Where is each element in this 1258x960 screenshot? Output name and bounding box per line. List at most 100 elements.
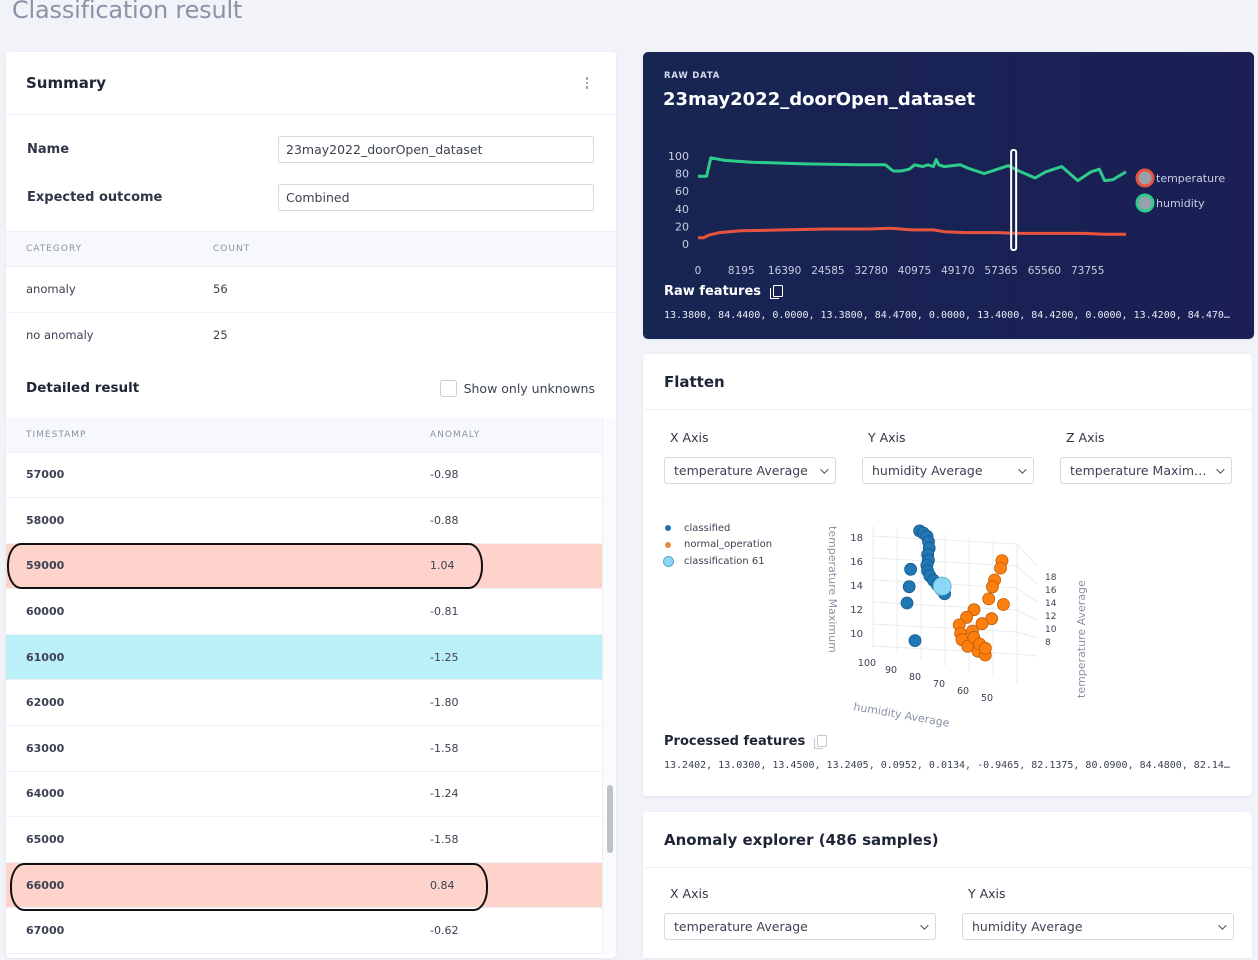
x-axis-selector: X Axis temperature Average bbox=[664, 430, 836, 484]
z-axis-label: Z Axis bbox=[1066, 430, 1105, 445]
legend-item-normal-operation[interactable]: normal_operation bbox=[663, 537, 772, 554]
explorer-y-axis-select[interactable]: humidity Average bbox=[962, 913, 1234, 940]
x-tick-label: 24585 bbox=[811, 265, 844, 277]
scatter-point-normal_operation[interactable] bbox=[994, 561, 1007, 575]
result-timestamp: 61000 bbox=[6, 634, 402, 681]
result-row[interactable]: 59000 1.04 bbox=[6, 543, 602, 590]
x-tick-label: 40975 bbox=[898, 265, 931, 277]
legend-marker-humidity[interactable] bbox=[1135, 193, 1155, 213]
name-row: Name 23may2022_doorOpen_dataset bbox=[6, 125, 616, 173]
y-tick-label: 90 bbox=[885, 665, 897, 676]
category-header: CATEGORY bbox=[6, 232, 213, 267]
scatter-point-normal_operation[interactable] bbox=[975, 617, 989, 631]
name-field[interactable]: 23may2022_doorOpen_dataset bbox=[278, 135, 594, 163]
raw-features-values: 13.3800, 84.4400, 0.0000, 13.3800, 84.47… bbox=[664, 310, 1232, 321]
explorer-x-axis-select[interactable]: temperature Average bbox=[664, 913, 936, 940]
result-timestamp: 59000 bbox=[6, 543, 402, 590]
result-row[interactable]: 65000 -1.58 bbox=[6, 816, 602, 863]
result-anomaly-score: -1.80 bbox=[402, 679, 602, 727]
scatter-3d-chart[interactable]: 18 16 14 12 10 100 90 80 70 60 50 18 16 14 12 10 8 temper… bbox=[823, 514, 1123, 729]
legend-label-humidity[interactable]: humidity bbox=[1156, 197, 1205, 210]
y-axis-select[interactable]: humidity Average bbox=[862, 457, 1034, 484]
x-axis-select[interactable]: temperature Average bbox=[664, 457, 836, 484]
scatter-point-classification-61[interactable] bbox=[932, 576, 952, 596]
result-anomaly-score: -1.25 bbox=[402, 634, 602, 681]
show-only-unknowns-toggle[interactable]: Show only unknowns bbox=[439, 379, 595, 397]
y-tick-label: 40 bbox=[675, 203, 689, 216]
z-tick-label: 16 bbox=[850, 557, 863, 568]
legend-item-classification-61[interactable]: classification 61 bbox=[663, 553, 772, 570]
x-tick-label: 0 bbox=[695, 265, 702, 277]
raw-features-title: Raw features bbox=[664, 284, 761, 299]
anomaly-explorer-header: Anomaly explorer (486 samples) bbox=[643, 812, 1252, 868]
result-anomaly-score: -1.58 bbox=[402, 816, 602, 863]
result-row[interactable]: 58000 -0.88 bbox=[6, 497, 602, 544]
chevron-down-icon bbox=[920, 920, 929, 930]
x-tick-label: 12 bbox=[1045, 612, 1056, 622]
z-axis-select[interactable]: temperature Maximum bbox=[1060, 457, 1232, 484]
result-anomaly-score: -1.24 bbox=[402, 771, 602, 818]
raw-data-chart[interactable]: 0 20 40 60 80 100 0 8195 16390 24585 32780 40975 491… bbox=[643, 142, 1254, 282]
show-only-unknowns-checkbox[interactable] bbox=[439, 379, 457, 397]
scatter-point-classified[interactable] bbox=[900, 596, 914, 610]
legend-label-temperature[interactable]: temperature bbox=[1156, 172, 1225, 185]
result-anomaly-score: -0.62 bbox=[402, 907, 602, 954]
expected-outcome-field[interactable]: Combined bbox=[278, 183, 594, 211]
scatter-point-normal_operation[interactable] bbox=[978, 641, 992, 655]
chevron-down-icon bbox=[1018, 464, 1027, 474]
scatter-point-classified[interactable] bbox=[908, 634, 922, 647]
copy-icon[interactable] bbox=[770, 285, 783, 299]
anomaly-header: ANOMALY bbox=[402, 418, 602, 453]
scatter-point-normal_operation[interactable] bbox=[982, 592, 996, 606]
scatter-point-normal_operation[interactable] bbox=[996, 598, 1010, 611]
chevron-down-icon bbox=[1216, 464, 1225, 474]
result-row[interactable]: 57000 -0.98 bbox=[6, 452, 602, 499]
x-axis-value: temperature Average bbox=[674, 463, 808, 478]
explorer-x-axis-value: temperature Average bbox=[674, 919, 808, 934]
more-options-icon[interactable] bbox=[578, 74, 596, 92]
anomaly-explorer-title: Anomaly explorer (486 samples) bbox=[664, 830, 939, 849]
legend-dot bbox=[665, 525, 671, 532]
processed-features-values: 13.2402, 13.0300, 13.4500, 13.2405, 0.09… bbox=[664, 760, 1232, 771]
explorer-x-axis-label: X Axis bbox=[670, 886, 709, 901]
category-table-header: CATEGORY COUNT bbox=[6, 232, 616, 267]
z-tick-label: 14 bbox=[850, 581, 863, 592]
explorer-y-axis-selector: Y Axis humidity Average bbox=[962, 886, 1234, 940]
result-row[interactable]: 60000 -0.81 bbox=[6, 588, 602, 635]
result-row[interactable]: 66000 0.84 bbox=[6, 862, 602, 909]
legend-item-classified[interactable]: classified bbox=[663, 520, 772, 537]
result-timestamp: 66000 bbox=[6, 862, 402, 909]
scatter-point-classified[interactable] bbox=[904, 562, 917, 576]
anomaly-explorer-card: Anomaly explorer (486 samples) X Axis te… bbox=[643, 812, 1252, 958]
category-count: 25 bbox=[213, 328, 228, 343]
raw-data-label: RAW DATA bbox=[664, 71, 721, 81]
z-axis-value: temperature Maximum bbox=[1070, 463, 1212, 478]
result-row[interactable]: 64000 -1.24 bbox=[6, 771, 602, 818]
scatter-point-classified[interactable] bbox=[902, 580, 916, 594]
legend-marker-temperature[interactable] bbox=[1135, 168, 1155, 188]
y-tick-label: 80 bbox=[675, 168, 689, 181]
detailed-result-header: Detailed result Show only unknowns bbox=[6, 358, 616, 418]
result-timestamp: 62000 bbox=[6, 679, 402, 727]
x-tick-label: 10 bbox=[1045, 625, 1057, 635]
scatter-grid bbox=[872, 526, 1038, 684]
result-row[interactable]: 62000 -1.80 bbox=[6, 679, 602, 727]
count-header: COUNT bbox=[213, 232, 616, 267]
name-label: Name bbox=[27, 141, 70, 157]
scrollbar[interactable] bbox=[602, 418, 616, 954]
raw-data-title: 23may2022_doorOpen_dataset bbox=[663, 89, 976, 110]
y-tick-label: 100 bbox=[858, 658, 876, 669]
legend-label: normal_operation bbox=[684, 539, 773, 551]
scrollbar-thumb[interactable] bbox=[607, 785, 613, 853]
window-marker[interactable] bbox=[1010, 149, 1018, 251]
x-tick-label: 49170 bbox=[941, 265, 974, 277]
summary-card: Summary Name 23may2022_doorOpen_dataset … bbox=[6, 52, 616, 958]
result-row[interactable]: 67000 -0.62 bbox=[6, 907, 602, 954]
flatten-title: Flatten bbox=[664, 372, 725, 391]
result-row[interactable]: 61000 -1.25 bbox=[6, 634, 602, 681]
summary-header: Summary bbox=[6, 52, 616, 115]
copy-icon[interactable] bbox=[814, 735, 828, 749]
scatter-point-normal_operation[interactable] bbox=[985, 580, 999, 594]
x-tick-label: 16 bbox=[1045, 586, 1057, 596]
result-row[interactable]: 63000 -1.58 bbox=[6, 725, 602, 772]
